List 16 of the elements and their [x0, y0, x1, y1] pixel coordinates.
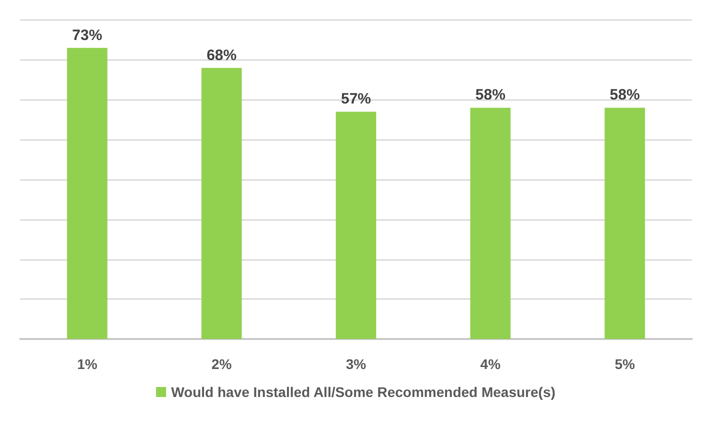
x-tick-label: 2% — [211, 356, 232, 372]
x-tick-label: 3% — [346, 356, 367, 372]
x-tick-label: 4% — [480, 356, 502, 372]
bar — [604, 108, 645, 339]
x-tick-label: 1% — [77, 356, 98, 372]
data-label: 58% — [475, 86, 506, 104]
data-label: 58% — [610, 86, 640, 104]
data-label: 57% — [340, 90, 372, 108]
bar — [201, 68, 242, 339]
bar — [470, 108, 511, 339]
data-label: 68% — [206, 46, 237, 64]
data-label: 73% — [72, 26, 102, 44]
legend-label: Would have Installed All/Some Recommended Measure(s) — [171, 384, 556, 400]
bar — [67, 48, 108, 339]
x-tick-label: 5% — [614, 356, 636, 372]
bar — [336, 112, 376, 339]
